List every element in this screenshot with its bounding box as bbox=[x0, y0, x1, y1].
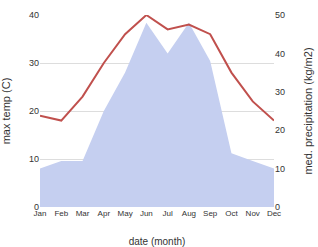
svg-text:Jan: Jan bbox=[34, 209, 47, 218]
svg-text:Dec: Dec bbox=[267, 209, 281, 218]
svg-text:0: 0 bbox=[275, 202, 280, 212]
svg-text:Jun: Jun bbox=[140, 209, 153, 218]
svg-text:30: 30 bbox=[275, 87, 285, 97]
svg-text:Apr: Apr bbox=[98, 209, 111, 218]
svg-text:max temp (C): max temp (C) bbox=[0, 78, 12, 145]
svg-text:50: 50 bbox=[275, 10, 285, 20]
svg-text:date (month): date (month) bbox=[129, 236, 186, 247]
svg-text:Jul: Jul bbox=[163, 209, 173, 218]
svg-text:Oct: Oct bbox=[225, 209, 238, 218]
svg-text:Feb: Feb bbox=[54, 209, 68, 218]
svg-text:Nov: Nov bbox=[246, 209, 260, 218]
svg-text:0: 0 bbox=[34, 202, 39, 212]
svg-text:May: May bbox=[118, 209, 133, 218]
svg-text:20: 20 bbox=[275, 125, 285, 135]
svg-text:10: 10 bbox=[275, 164, 285, 174]
svg-text:20: 20 bbox=[29, 106, 39, 116]
svg-text:30: 30 bbox=[29, 58, 39, 68]
svg-text:med. precipitation (kg/m2): med. precipitation (kg/m2) bbox=[302, 47, 314, 174]
svg-text:10: 10 bbox=[29, 154, 39, 164]
svg-text:Sep: Sep bbox=[203, 209, 218, 218]
svg-text:40: 40 bbox=[29, 10, 39, 20]
svg-text:40: 40 bbox=[275, 49, 285, 59]
svg-text:Mar: Mar bbox=[76, 209, 90, 218]
svg-text:Aug: Aug bbox=[182, 209, 196, 218]
